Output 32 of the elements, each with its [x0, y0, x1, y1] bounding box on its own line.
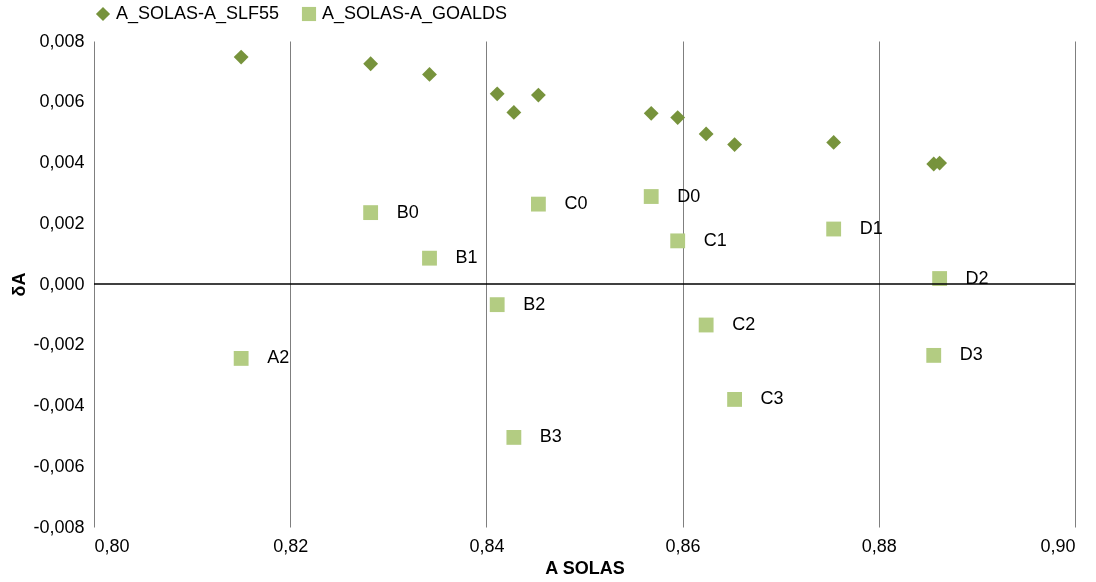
y-tick-label: 0,008	[39, 30, 85, 51]
y-tick-label: 0,000	[39, 273, 85, 294]
y-tick-label: 0,004	[39, 152, 85, 172]
x-tick-label: 0,88	[861, 535, 897, 556]
y-tick-label: -0,002	[33, 334, 85, 355]
y-tick-label: -0,004	[33, 395, 85, 415]
x-axis-title: A SOLAS	[545, 557, 625, 578]
annotation: D2	[965, 267, 989, 288]
y-tick-label: 0,006	[39, 91, 85, 112]
annotation: C0	[564, 193, 588, 214]
legend-label: A_SOLAS-A_GOALDS	[322, 3, 508, 24]
x-tick-label: 0,82	[273, 535, 309, 556]
x-tick-label: 0,80	[94, 535, 130, 556]
annotation: D3	[959, 344, 983, 365]
annotation: C3	[760, 388, 784, 409]
annotation: B1	[455, 247, 478, 268]
y-tick-label: 0,002	[39, 212, 85, 233]
annotation: B2	[523, 293, 546, 314]
y-axis-title: δA	[9, 272, 30, 297]
x-tick-label: 0,90	[1040, 535, 1076, 556]
annotation: C1	[703, 229, 727, 250]
y-tick-label: -0,008	[33, 516, 85, 537]
annotation: D0	[677, 185, 701, 206]
annotation: A2	[267, 347, 290, 368]
legend-label: A_SOLAS-A_SLF55	[116, 3, 280, 24]
annotation: B3	[539, 426, 562, 447]
annotation: D1	[859, 218, 883, 239]
x-tick-label: 0,84	[469, 535, 505, 556]
annotation: B0	[396, 201, 419, 222]
x-tick-label: 0,86	[665, 535, 701, 556]
annotation: C2	[732, 314, 756, 335]
y-tick-label: -0,006	[33, 455, 85, 476]
